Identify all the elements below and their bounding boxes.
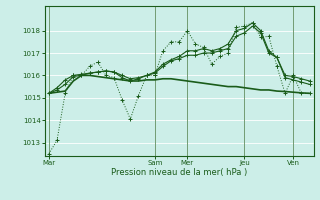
X-axis label: Pression niveau de la mer( hPa ): Pression niveau de la mer( hPa )	[111, 168, 247, 177]
